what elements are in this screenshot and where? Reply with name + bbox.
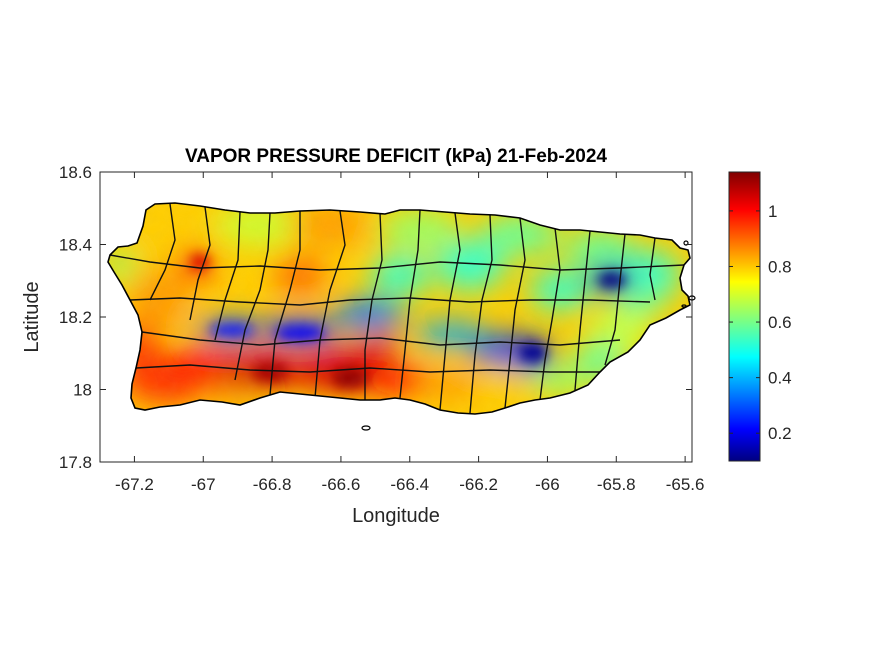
vpd-heatmap xyxy=(107,202,696,431)
x-tick-label: -67 xyxy=(191,475,216,494)
colorbar-tick-label: 0.4 xyxy=(768,369,792,388)
x-tick-label: -66.4 xyxy=(390,475,429,494)
coastline xyxy=(107,202,691,415)
municipal-boundary xyxy=(364,212,383,400)
x-tick-label: -66.8 xyxy=(253,475,292,494)
municipal-boundary xyxy=(604,233,626,366)
municipal-boundary xyxy=(574,230,591,391)
municipal-boundary xyxy=(149,203,176,301)
islet xyxy=(681,304,687,308)
offshore-islets xyxy=(361,240,696,431)
municipal-boundary xyxy=(399,209,421,399)
municipal-boundary xyxy=(141,331,621,346)
y-axis: 17.8 18 18.2 18.4 18.6 xyxy=(59,163,692,472)
y-tick-label: 18.6 xyxy=(59,163,92,182)
y-tick-label: 17.8 xyxy=(59,453,92,472)
municipal-boundary xyxy=(109,254,685,271)
chart-title: VAPOR PRESSURE DEFICIT (kPa) 21-Feb-2024 xyxy=(185,146,607,167)
colorbar: 0.2 0.4 0.6 0.8 1 xyxy=(728,171,792,462)
y-tick-label: 18.4 xyxy=(59,236,92,255)
y-tick-label: 18.2 xyxy=(59,308,92,327)
y-axis-label: Latitude xyxy=(21,281,43,352)
municipal-boundary xyxy=(214,211,241,341)
x-tick-label: -66 xyxy=(535,475,560,494)
colorbar-gradient xyxy=(728,171,761,462)
municipal-boundary xyxy=(649,237,656,301)
colorbar-tick-label: 0.2 xyxy=(768,424,792,443)
colorbar-tick-label: 0.6 xyxy=(768,313,792,332)
y-tick-label: 18 xyxy=(73,381,92,400)
municipal-boundary xyxy=(314,210,346,399)
municipal-boundary xyxy=(234,212,271,381)
municipal-boundary xyxy=(129,297,651,306)
islet xyxy=(361,425,371,431)
colorbar-tick-label: 0.8 xyxy=(768,257,792,276)
municipal-boundary xyxy=(135,364,600,373)
x-tick-label: -67.2 xyxy=(115,475,154,494)
x-tick-label: -65.8 xyxy=(597,475,636,494)
x-tick-label: -66.6 xyxy=(322,475,361,494)
municipal-boundary xyxy=(469,214,493,414)
municipal-boundary xyxy=(504,217,526,409)
x-axis-label: Longitude xyxy=(352,505,440,527)
islet xyxy=(688,295,696,301)
municipal-boundary xyxy=(269,211,301,396)
municipal-boundary xyxy=(539,227,561,401)
municipal-boundaries xyxy=(109,203,685,414)
x-axis: -67.2 -67 -66.8 -66.6 -66.4 -66.2 -66 -65.8 -65.… xyxy=(115,172,704,494)
x-tick-label: -66.2 xyxy=(459,475,498,494)
x-tick-label: -65.6 xyxy=(666,475,705,494)
colorbar-tick-label: 1 xyxy=(768,202,777,221)
municipal-boundary xyxy=(189,206,211,321)
